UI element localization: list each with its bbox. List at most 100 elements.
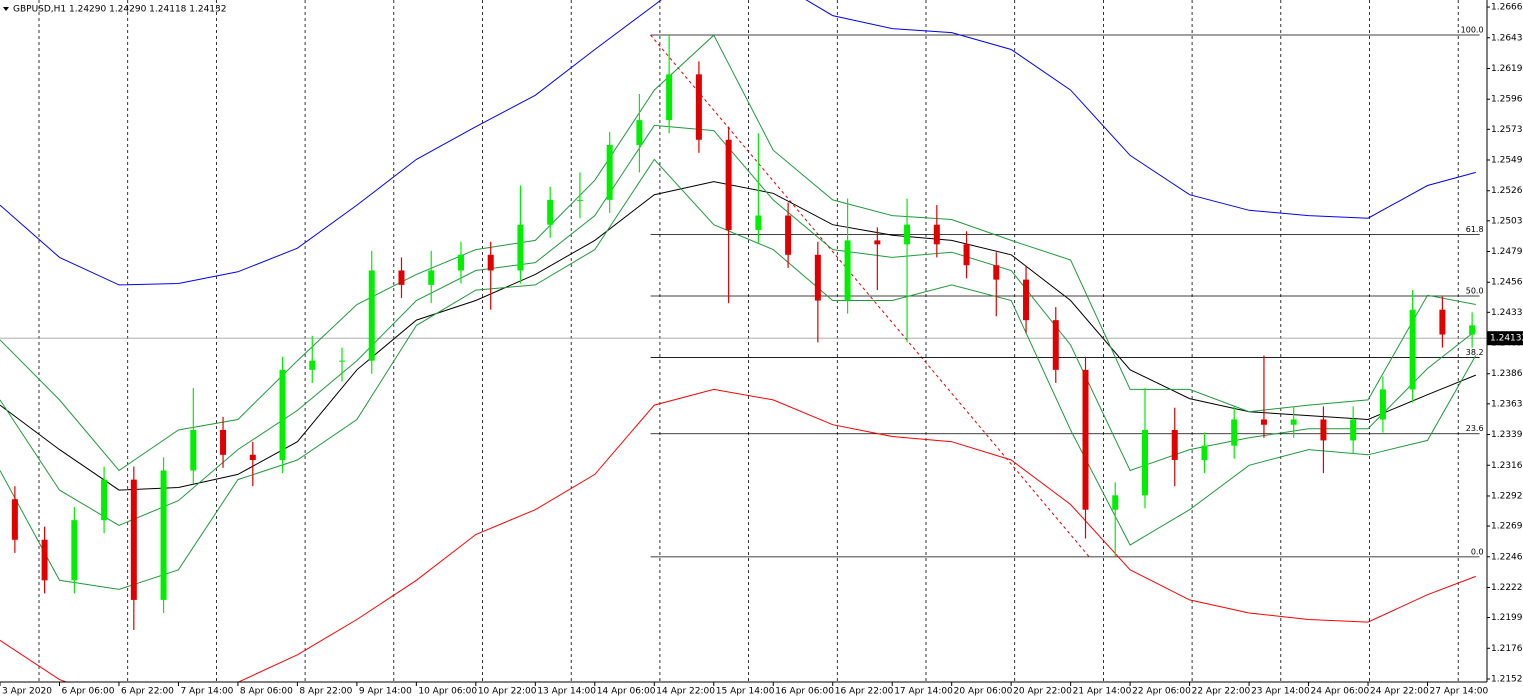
candle-body <box>1023 279 1030 321</box>
y-tick-label: 1.25260 <box>1491 186 1523 196</box>
candle-body <box>814 254 821 301</box>
x-tick-label: 22 Apr 22:00 <box>1192 687 1251 697</box>
candle-body <box>457 254 464 271</box>
candle-body <box>933 224 940 245</box>
indicator-line <box>0 124 1477 526</box>
candle-body <box>487 254 494 271</box>
x-tick-label: 7 Apr 14:00 <box>180 687 233 697</box>
x-tick-label: 17 Apr 14:00 <box>894 687 953 697</box>
x-tick-label: 6 Apr 06:00 <box>61 687 114 697</box>
x-tick-label: 10 Apr 22:00 <box>478 687 537 697</box>
candle-body <box>130 479 137 600</box>
y-tick-label: 1.25730 <box>1491 125 1523 135</box>
candle-body <box>279 369 286 461</box>
candle-body <box>220 429 227 455</box>
candle-body <box>904 224 911 245</box>
y-tick-label: 1.24560 <box>1491 278 1523 288</box>
candle-body <box>368 270 375 361</box>
candle-body <box>785 215 792 255</box>
candle-body <box>666 74 673 121</box>
candle-body <box>606 144 613 200</box>
x-tick-label: 27 Apr 14:00 <box>1430 687 1489 697</box>
candle-body <box>1439 309 1446 335</box>
candle-body <box>1409 309 1416 390</box>
y-tick-label: 1.23160 <box>1491 461 1523 471</box>
candle-body <box>1201 445 1208 461</box>
plot-area: 100.0 61.8 50.0 38.2 23.6 0.0 <box>0 0 1487 682</box>
x-tick-label: 3 Apr 2020 <box>2 687 52 697</box>
x-tick-label: 6 Apr 22:00 <box>121 687 174 697</box>
candle-body <box>249 454 256 461</box>
candle-body <box>71 520 78 581</box>
x-tick-label: 8 Apr 22:00 <box>299 687 352 697</box>
x-tick-label: 14 Apr 06:00 <box>597 687 656 697</box>
candle-body <box>1320 419 1327 441</box>
candle-body <box>517 224 524 271</box>
candle-body <box>844 240 851 301</box>
x-tick-label: 24 Apr 22:00 <box>1370 687 1429 697</box>
candle-body <box>636 120 643 145</box>
indicator-line <box>0 158 1477 590</box>
current-price-box <box>1487 331 1523 346</box>
fib-label: 0.0 <box>1471 547 1484 556</box>
x-tick-label: 13 Apr 14:00 <box>537 687 596 697</box>
candle-body <box>1469 325 1476 335</box>
y-tick-label: 1.22460 <box>1491 552 1523 562</box>
candle-body <box>1141 429 1148 496</box>
candle-body <box>160 470 167 600</box>
y-tick-label: 1.23630 <box>1491 399 1523 409</box>
y-tick-label: 1.24330 <box>1491 308 1523 318</box>
y-tick-label: 1.22925 <box>1491 491 1523 501</box>
indicator-line <box>0 388 1476 682</box>
indicator-line <box>0 34 1476 472</box>
y-tick-label: 1.21995 <box>1491 613 1523 623</box>
x-tick-label: 20 Apr 22:00 <box>1013 687 1072 697</box>
candle-body <box>1082 369 1089 510</box>
y-tick-label: 1.22225 <box>1491 583 1523 593</box>
y-tick-label: 1.26665 <box>1491 3 1523 13</box>
menu-arrow[interactable] <box>3 7 9 11</box>
y-tick-label: 1.25495 <box>1491 156 1523 166</box>
candle-body <box>41 539 48 581</box>
x-tick-label: 21 Apr 14:00 <box>1073 687 1132 697</box>
candle-body <box>398 270 405 285</box>
candle-body <box>190 429 197 471</box>
x-tick-label: 16 Apr 06:00 <box>775 687 834 697</box>
candle-body <box>695 74 702 140</box>
fib-label: 23.6 <box>1466 424 1484 433</box>
candle-body <box>755 215 762 230</box>
candle-body <box>339 360 346 362</box>
candle-body <box>11 499 18 540</box>
candle-body <box>725 139 732 230</box>
candle-body <box>963 244 970 266</box>
candle-body <box>874 240 881 245</box>
chart-title: GBPUSD,H1 1.24290 1.24290 1.24118 1.2413… <box>13 5 226 15</box>
candle-body <box>1379 389 1386 420</box>
indicator-line <box>0 0 1476 286</box>
candle-body <box>428 270 435 285</box>
y-tick-label: 1.21525 <box>1491 674 1523 684</box>
x-tick-label: 24 Apr 06:00 <box>1311 687 1370 697</box>
fib-label: 100.0 <box>1461 26 1484 35</box>
candle-body <box>1052 320 1059 370</box>
y-tick-label: 1.24795 <box>1491 247 1523 257</box>
fib-label: 61.8 <box>1466 225 1484 234</box>
x-tick-label: 9 Apr 14:00 <box>359 687 412 697</box>
indicator-line <box>0 181 1476 491</box>
y-tick-label: 1.21760 <box>1491 644 1523 654</box>
y-tick-label: 1.26430 <box>1491 33 1523 43</box>
y-tick-label: 1.23860 <box>1491 369 1523 379</box>
candle-body <box>1290 419 1297 425</box>
x-tick-label: 16 Apr 22:00 <box>835 687 894 697</box>
y-tick-label: 1.26195 <box>1491 64 1523 74</box>
x-tick-label: 8 Apr 06:00 <box>240 687 293 697</box>
y-tick-label: 1.25960 <box>1491 95 1523 105</box>
candle-body <box>1231 419 1238 446</box>
fib-label: 38.2 <box>1466 348 1484 357</box>
x-tick-label: 20 Apr 06:00 <box>954 687 1013 697</box>
x-tick-label: 15 Apr 14:00 <box>716 687 775 697</box>
candle-body <box>1112 495 1119 510</box>
